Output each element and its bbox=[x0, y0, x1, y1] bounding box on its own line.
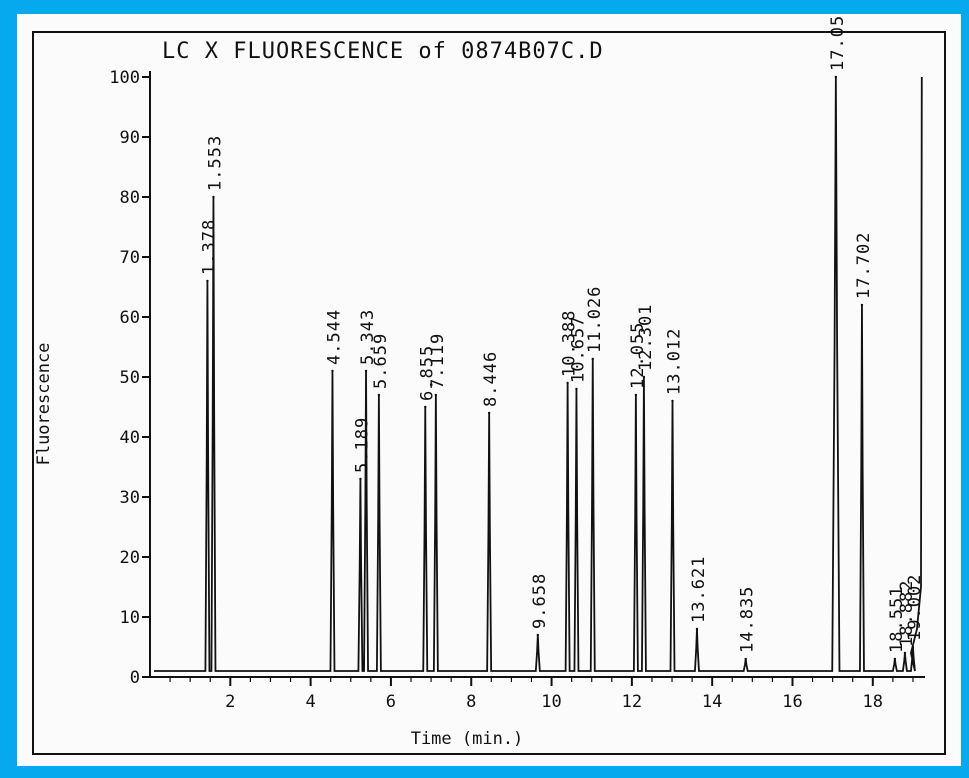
peak-label: 14.835 bbox=[738, 586, 758, 653]
peak-apex bbox=[206, 279, 209, 283]
peak-label: 9.658 bbox=[530, 573, 550, 629]
peak-label: 11.026 bbox=[585, 286, 605, 353]
chromatogram-trace bbox=[154, 76, 923, 672]
peak-label: 4.544 bbox=[324, 309, 344, 365]
y-tick-label: 100 bbox=[109, 68, 140, 88]
peak-label: 17.702 bbox=[854, 232, 874, 299]
peak-label: 5.343 bbox=[358, 309, 378, 365]
peak-label: 8.446 bbox=[481, 351, 501, 407]
peak-apex bbox=[834, 75, 838, 79]
peaks bbox=[154, 75, 923, 672]
peak-apex bbox=[911, 645, 915, 649]
peak-apex bbox=[364, 369, 368, 373]
peak-apex bbox=[487, 411, 491, 415]
peak-label: 6.855 bbox=[417, 345, 437, 401]
y-tick-label: 60 bbox=[120, 308, 140, 328]
y-tick-label: 0 bbox=[130, 668, 140, 688]
y-tick-label: 50 bbox=[120, 368, 140, 388]
peak-apex bbox=[575, 387, 578, 391]
peak-apex bbox=[642, 375, 646, 379]
peak-label: 1.378 bbox=[199, 219, 219, 275]
peak-label: 19.002 bbox=[905, 574, 925, 641]
x-tick-label: 16 bbox=[782, 692, 802, 712]
y-tick-label: 70 bbox=[120, 248, 140, 268]
peak-label: 10.657 bbox=[568, 316, 588, 383]
peak-label: 18.551 bbox=[887, 586, 907, 653]
peak-apex bbox=[671, 399, 674, 403]
peak-apex bbox=[566, 381, 569, 385]
x-tick-label: 6 bbox=[386, 692, 396, 712]
peak-label: 5.659 bbox=[371, 333, 391, 389]
y-tick-label: 90 bbox=[120, 128, 140, 148]
outer-border bbox=[32, 31, 946, 755]
peak-label: 17.05 bbox=[828, 15, 848, 71]
x-tick-label: 14 bbox=[702, 692, 722, 712]
peak-label: 10.388 bbox=[560, 310, 580, 377]
y-axis-label: Fluorescence bbox=[34, 343, 54, 466]
peak-apex bbox=[424, 405, 427, 409]
peak-apex bbox=[903, 651, 907, 655]
x-tick-label: 12 bbox=[622, 692, 642, 712]
x-tick-label: 18 bbox=[863, 692, 883, 712]
y-tick-label: 30 bbox=[120, 488, 140, 508]
x-axis-label: Time (min.) bbox=[411, 729, 524, 749]
peak-label: 13.621 bbox=[689, 556, 709, 623]
chromatogram-chart: LC X FLUORESCENCE of 0874B07C.D 0 10 20 30 4… bbox=[17, 14, 961, 766]
peak-label: 7.119 bbox=[428, 333, 448, 389]
peak-apex bbox=[860, 303, 864, 307]
y-tick-label: 80 bbox=[120, 188, 140, 208]
peak-apex bbox=[893, 657, 897, 661]
peak-label: 13.012 bbox=[665, 328, 685, 395]
y-tick-label: 10 bbox=[120, 608, 140, 628]
axes: 0 10 20 30 40 50 60 70 80 90 100 2 4 6 8 10 12 14 16 18 bbox=[109, 68, 925, 712]
x-tick-label: 10 bbox=[541, 692, 561, 712]
peak-apex bbox=[359, 477, 362, 481]
y-tick-label: 20 bbox=[120, 548, 140, 568]
chart-frame: LC X FLUORESCENCE of 0874B07C.D 0 10 20 30 4… bbox=[17, 14, 961, 766]
peak-label: 18.882 bbox=[897, 580, 917, 647]
peak-apex bbox=[536, 633, 540, 637]
peak-label: 5.189 bbox=[352, 417, 372, 473]
chart-title: LC X FLUORESCENCE of 0874B07C.D bbox=[162, 39, 604, 64]
peak-label: 1.553 bbox=[205, 135, 225, 191]
peak-apex bbox=[695, 627, 699, 631]
peak-label: 12.055 bbox=[628, 322, 648, 389]
peak-apex bbox=[634, 393, 638, 397]
peak-apex bbox=[212, 195, 215, 199]
x-tick-label: 2 bbox=[225, 692, 235, 712]
peak-label: 12.301 bbox=[636, 304, 656, 371]
y-tick-label: 40 bbox=[120, 428, 140, 448]
peak-apex bbox=[744, 657, 747, 661]
x-tick-label: 4 bbox=[305, 692, 315, 712]
chart-background bbox=[17, 14, 961, 766]
peak-apex bbox=[331, 369, 334, 373]
peak-apex bbox=[434, 393, 438, 397]
x-tick-label: 8 bbox=[466, 692, 476, 712]
peak-apex bbox=[377, 393, 381, 397]
peak-apex bbox=[591, 357, 594, 361]
